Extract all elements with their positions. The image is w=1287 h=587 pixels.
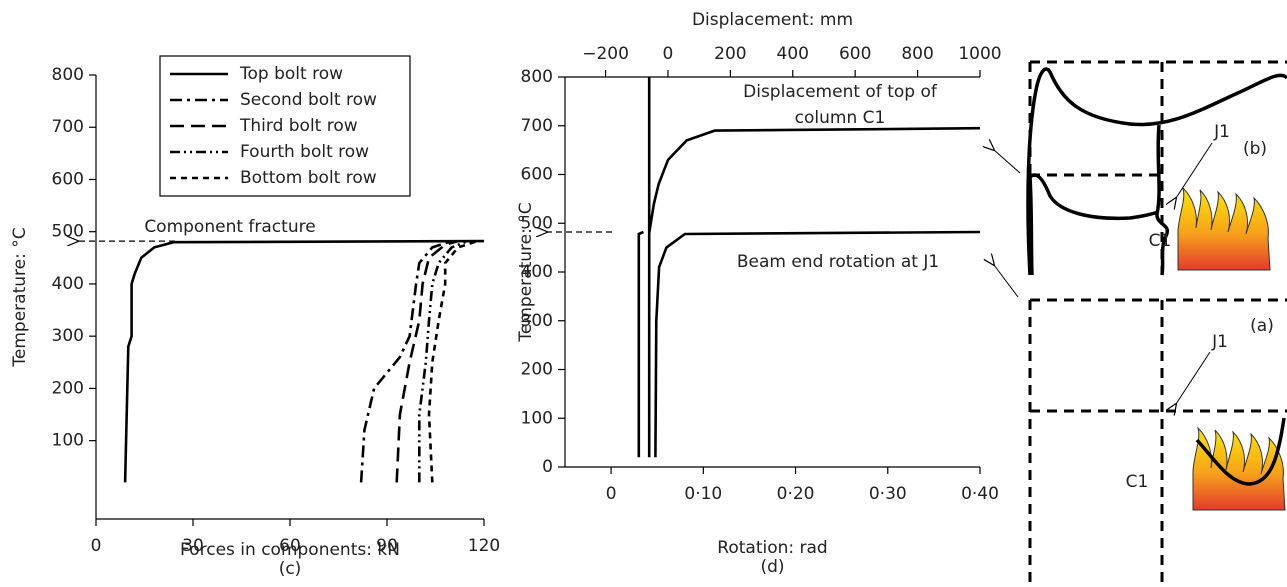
y-tick-label: 400 bbox=[52, 274, 84, 294]
y-tick-label: 600 bbox=[52, 169, 84, 189]
x-tick-label: 0·30 bbox=[869, 484, 907, 504]
y-tick-label: 700 bbox=[521, 116, 553, 136]
x-tick-label: 60 bbox=[279, 536, 301, 556]
y-axis-label: Temperature: °C bbox=[516, 202, 536, 342]
pointer bbox=[994, 265, 1019, 298]
series-line bbox=[637, 230, 981, 458]
legend-label: Third bolt row bbox=[239, 116, 358, 136]
x-tick-label: 0 bbox=[606, 484, 617, 504]
y-axis-label: Temperature: °C bbox=[10, 227, 30, 367]
y-tick-label: 300 bbox=[521, 311, 553, 331]
column-label: C1 bbox=[1149, 231, 1172, 251]
deformed-column bbox=[1155, 124, 1170, 276]
x-tick-label: 90 bbox=[376, 536, 398, 556]
diagram-b: J1 (b) C1 bbox=[994, 60, 1287, 298]
x-tick-label: 0·40 bbox=[961, 484, 999, 504]
deformed-shape bbox=[1026, 67, 1287, 276]
y-tick-label: 200 bbox=[521, 360, 553, 380]
deformed-beam bbox=[1028, 173, 1159, 276]
series-line bbox=[395, 239, 459, 483]
pointer bbox=[1176, 351, 1211, 404]
frame-a bbox=[1028, 298, 1287, 583]
x2-tick-label: −200 bbox=[582, 44, 629, 64]
pointer bbox=[1176, 142, 1213, 198]
x2-tick-label: 800 bbox=[901, 44, 933, 64]
x-tick-label: 0·10 bbox=[684, 484, 722, 504]
y-tick-label: 800 bbox=[521, 67, 553, 87]
series-line bbox=[123, 239, 485, 483]
y-tick-label: 800 bbox=[52, 65, 84, 85]
x2-tick-label: 400 bbox=[777, 44, 809, 64]
panel-label: (a) bbox=[1250, 316, 1274, 336]
legend-label: Second bolt row bbox=[240, 90, 377, 110]
y-tick-label: 500 bbox=[52, 222, 84, 242]
panel-label: (b) bbox=[1243, 139, 1267, 159]
y-tick-label: 700 bbox=[52, 117, 84, 137]
x-axis-label: Rotation: rad bbox=[717, 538, 827, 558]
pointer bbox=[994, 150, 1021, 174]
x2-tick-label: 600 bbox=[839, 44, 871, 64]
series-line bbox=[647, 77, 981, 458]
panel-label: (c) bbox=[279, 559, 302, 579]
x-tick-label: 0·20 bbox=[777, 484, 815, 504]
y-tick-label: 600 bbox=[521, 165, 553, 185]
x2-tick-label: 1000 bbox=[958, 44, 1001, 64]
x-tick-label: 0 bbox=[91, 536, 102, 556]
x2-axis-label: Displacement: mm bbox=[692, 10, 853, 30]
deformed-beam bbox=[1195, 417, 1286, 486]
legend-label: Top bolt row bbox=[239, 64, 343, 84]
x2-tick-label: 200 bbox=[714, 44, 746, 64]
joint-label: J1 bbox=[1213, 122, 1230, 142]
x2-tick-label: 0 bbox=[663, 44, 674, 64]
flame bbox=[1177, 187, 1271, 271]
legend-label: Fourth bolt row bbox=[240, 142, 369, 162]
y-tick-label: 400 bbox=[521, 262, 553, 282]
x-tick-label: 30 bbox=[182, 536, 204, 556]
series-line bbox=[427, 239, 478, 483]
panel-label: (d) bbox=[760, 557, 784, 577]
series-line bbox=[359, 239, 453, 483]
y-tick-label: 300 bbox=[52, 326, 84, 346]
annotation: Beam end rotation at J1 bbox=[737, 252, 939, 272]
legend-label: Bottom bolt row bbox=[240, 168, 377, 188]
y-tick-label: 0 bbox=[542, 457, 553, 477]
series-line bbox=[418, 239, 469, 483]
x-tick-label: 120 bbox=[468, 536, 500, 556]
y-tick-label: 100 bbox=[52, 431, 84, 451]
x-axis-label: Forces in components: kN bbox=[180, 540, 400, 560]
annotation: Component fracture bbox=[144, 217, 315, 237]
y-tick-label: 200 bbox=[52, 378, 84, 398]
diagram-a: (a) J1 C1 bbox=[1028, 298, 1287, 583]
y-tick-label: 100 bbox=[521, 408, 553, 428]
column-label: C1 bbox=[1126, 472, 1149, 492]
annotation: Displacement of top of bbox=[743, 82, 938, 102]
joint-label: J1 bbox=[1211, 332, 1228, 352]
annotation: column C1 bbox=[795, 108, 886, 128]
